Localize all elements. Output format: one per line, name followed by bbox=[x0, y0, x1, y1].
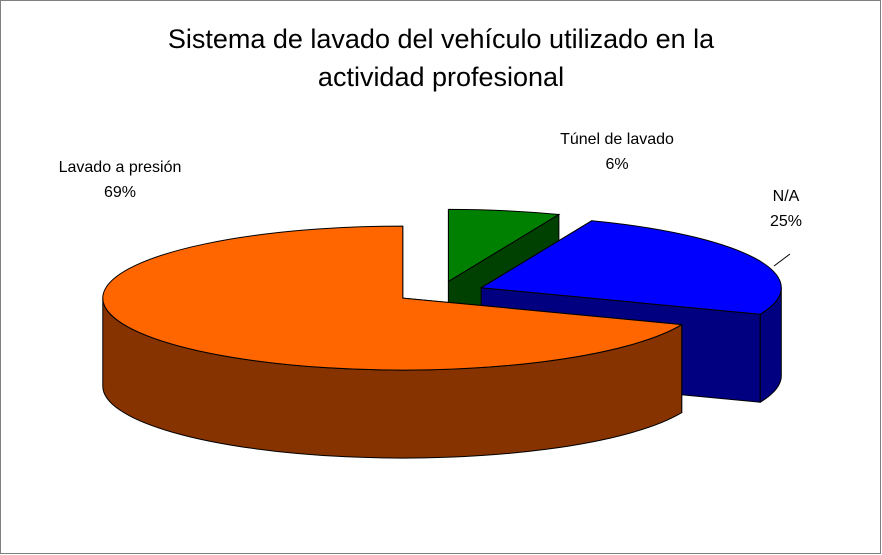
slice-value-label: 25% bbox=[770, 213, 802, 230]
pie-slice bbox=[447, 208, 561, 283]
slice-label: Túnel de lavado bbox=[560, 131, 674, 148]
chart-title: Sistema de lavado del vehículo utilizado… bbox=[167, 24, 715, 92]
pie-slice bbox=[102, 225, 684, 371]
slice-value-label: 6% bbox=[605, 156, 628, 173]
leader-line bbox=[773, 253, 791, 267]
slice-label: Lavado a presión bbox=[59, 159, 182, 176]
slice-value-label: 69% bbox=[104, 184, 136, 201]
pie-slice bbox=[479, 220, 782, 315]
slice-label: N/A bbox=[773, 188, 800, 205]
